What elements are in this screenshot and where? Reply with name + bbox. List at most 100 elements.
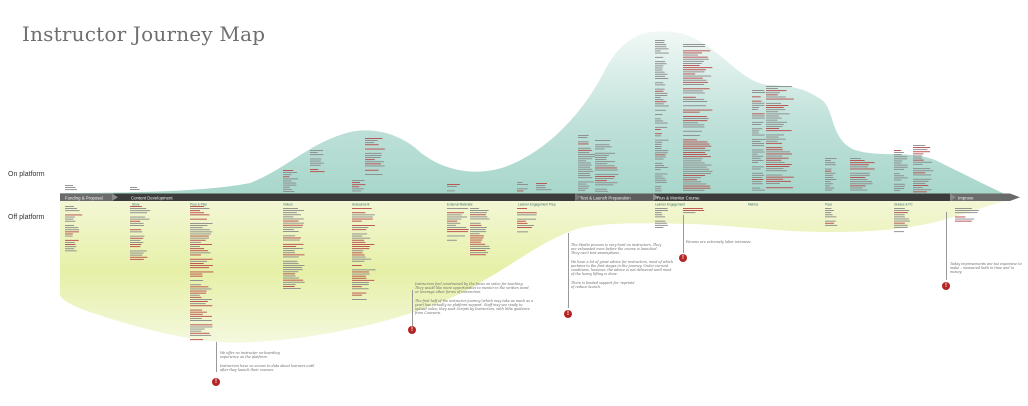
fine-print-line bbox=[190, 320, 212, 321]
fine-print-line bbox=[655, 103, 664, 105]
fine-print-line bbox=[766, 161, 785, 163]
fine-print-line bbox=[683, 173, 712, 174]
fine-print-line bbox=[310, 150, 324, 151]
fine-print-line bbox=[752, 145, 764, 147]
fine-print-line bbox=[655, 71, 665, 73]
fine-print-line bbox=[655, 69, 663, 71]
fine-print-line bbox=[913, 183, 926, 184]
fine-print-line bbox=[766, 98, 794, 100]
fine-print-line bbox=[766, 90, 787, 92]
fine-print-line bbox=[283, 188, 292, 190]
fine-print-line bbox=[130, 218, 150, 220]
fine-print-line bbox=[894, 173, 900, 175]
fine-print-line bbox=[470, 218, 490, 220]
fine-print-line bbox=[683, 143, 710, 145]
fine-print-line bbox=[190, 237, 209, 239]
fine-print-line bbox=[310, 169, 319, 170]
fine-print-line bbox=[655, 165, 665, 166]
fine-print-line bbox=[517, 227, 532, 228]
fine-print-line bbox=[683, 149, 711, 151]
fine-print-line bbox=[655, 73, 668, 75]
fine-print-line bbox=[517, 220, 526, 222]
fine-print-line bbox=[850, 183, 873, 185]
fine-print-line bbox=[130, 208, 147, 209]
fine-print-line bbox=[913, 178, 932, 180]
alert-icon: ! bbox=[408, 326, 416, 334]
fine-print-line bbox=[766, 121, 788, 123]
fine-print-line bbox=[894, 164, 908, 166]
fine-print-line bbox=[752, 160, 764, 161]
fine-print-line bbox=[655, 214, 663, 216]
fine-print-line bbox=[190, 330, 202, 332]
fine-print-line bbox=[190, 254, 201, 256]
fine-print-line bbox=[283, 220, 299, 222]
fine-print-line bbox=[283, 170, 294, 171]
fine-print-line bbox=[913, 168, 931, 170]
fine-print-line bbox=[683, 75, 712, 77]
fine-print-line bbox=[190, 318, 202, 319]
fine-print-line bbox=[913, 172, 926, 174]
fine-print-line bbox=[65, 244, 76, 245]
fine-print-line bbox=[766, 92, 780, 94]
fine-print-line bbox=[190, 303, 206, 305]
alert-icon: ! bbox=[564, 310, 572, 318]
fine-print-line bbox=[955, 218, 975, 220]
fine-print-line bbox=[683, 177, 701, 179]
fine-print-line bbox=[578, 183, 587, 185]
fine-print-line bbox=[283, 210, 304, 211]
callout-connector bbox=[412, 290, 413, 326]
fine-print-line bbox=[447, 190, 455, 192]
fine-print-line bbox=[352, 241, 366, 243]
fine-print-line bbox=[517, 184, 528, 185]
fine-print-line bbox=[447, 216, 468, 218]
fine-print-line bbox=[130, 237, 144, 239]
note-line: They would like more opportunities to me… bbox=[415, 286, 530, 291]
fine-print-line bbox=[766, 149, 783, 151]
fine-print-line bbox=[752, 109, 758, 110]
fine-print-line bbox=[655, 84, 666, 86]
fine-print-line bbox=[595, 140, 611, 141]
fine-print-line bbox=[766, 134, 785, 136]
fine-print-line bbox=[683, 147, 706, 149]
fine-print-line bbox=[683, 101, 708, 102]
fine-print-line bbox=[655, 154, 666, 156]
fine-print-line bbox=[766, 187, 794, 189]
fine-print-line bbox=[190, 229, 210, 231]
fine-print-line bbox=[190, 265, 213, 266]
fine-print-line bbox=[850, 174, 870, 176]
fine-print-line bbox=[683, 88, 710, 90]
fine-print-line bbox=[578, 147, 591, 149]
fine-print-line bbox=[752, 132, 759, 134]
fine-print-line bbox=[683, 162, 705, 164]
fine-print-line bbox=[283, 174, 292, 176]
fine-print-line bbox=[894, 160, 903, 162]
fine-print-line bbox=[365, 169, 379, 171]
fine-print-line bbox=[130, 254, 143, 256]
fine-print-line bbox=[65, 208, 78, 209]
note-line: or leverage other forms of interaction. bbox=[415, 290, 482, 295]
fine-print-line bbox=[365, 140, 378, 141]
fine-print-line bbox=[683, 189, 705, 191]
fine-print-line bbox=[850, 177, 866, 178]
note-line: There is limited support for 'reprints' bbox=[571, 280, 636, 285]
fine-print-line bbox=[65, 210, 80, 212]
fine-print-line bbox=[683, 60, 704, 62]
fine-print-line bbox=[283, 267, 302, 268]
fine-print-line bbox=[766, 119, 778, 121]
fine-print-line bbox=[517, 218, 537, 220]
fine-print-line bbox=[683, 210, 705, 211]
fine-print-line bbox=[655, 82, 664, 84]
fine-print-line bbox=[470, 243, 486, 245]
fine-print-line bbox=[894, 185, 905, 187]
fine-print-line bbox=[365, 159, 375, 161]
fine-print-line bbox=[65, 214, 83, 216]
fine-print-line bbox=[752, 141, 761, 142]
fine-print-line bbox=[190, 275, 203, 277]
fine-print-line bbox=[578, 152, 590, 153]
fine-print-line bbox=[683, 58, 709, 60]
note-line: The Studio process is very hard on instr… bbox=[571, 243, 662, 247]
fine-print-line bbox=[283, 224, 304, 226]
off-platform-label: Off platform bbox=[8, 214, 45, 221]
fine-print-line bbox=[578, 168, 592, 170]
fine-print-line bbox=[894, 188, 905, 189]
